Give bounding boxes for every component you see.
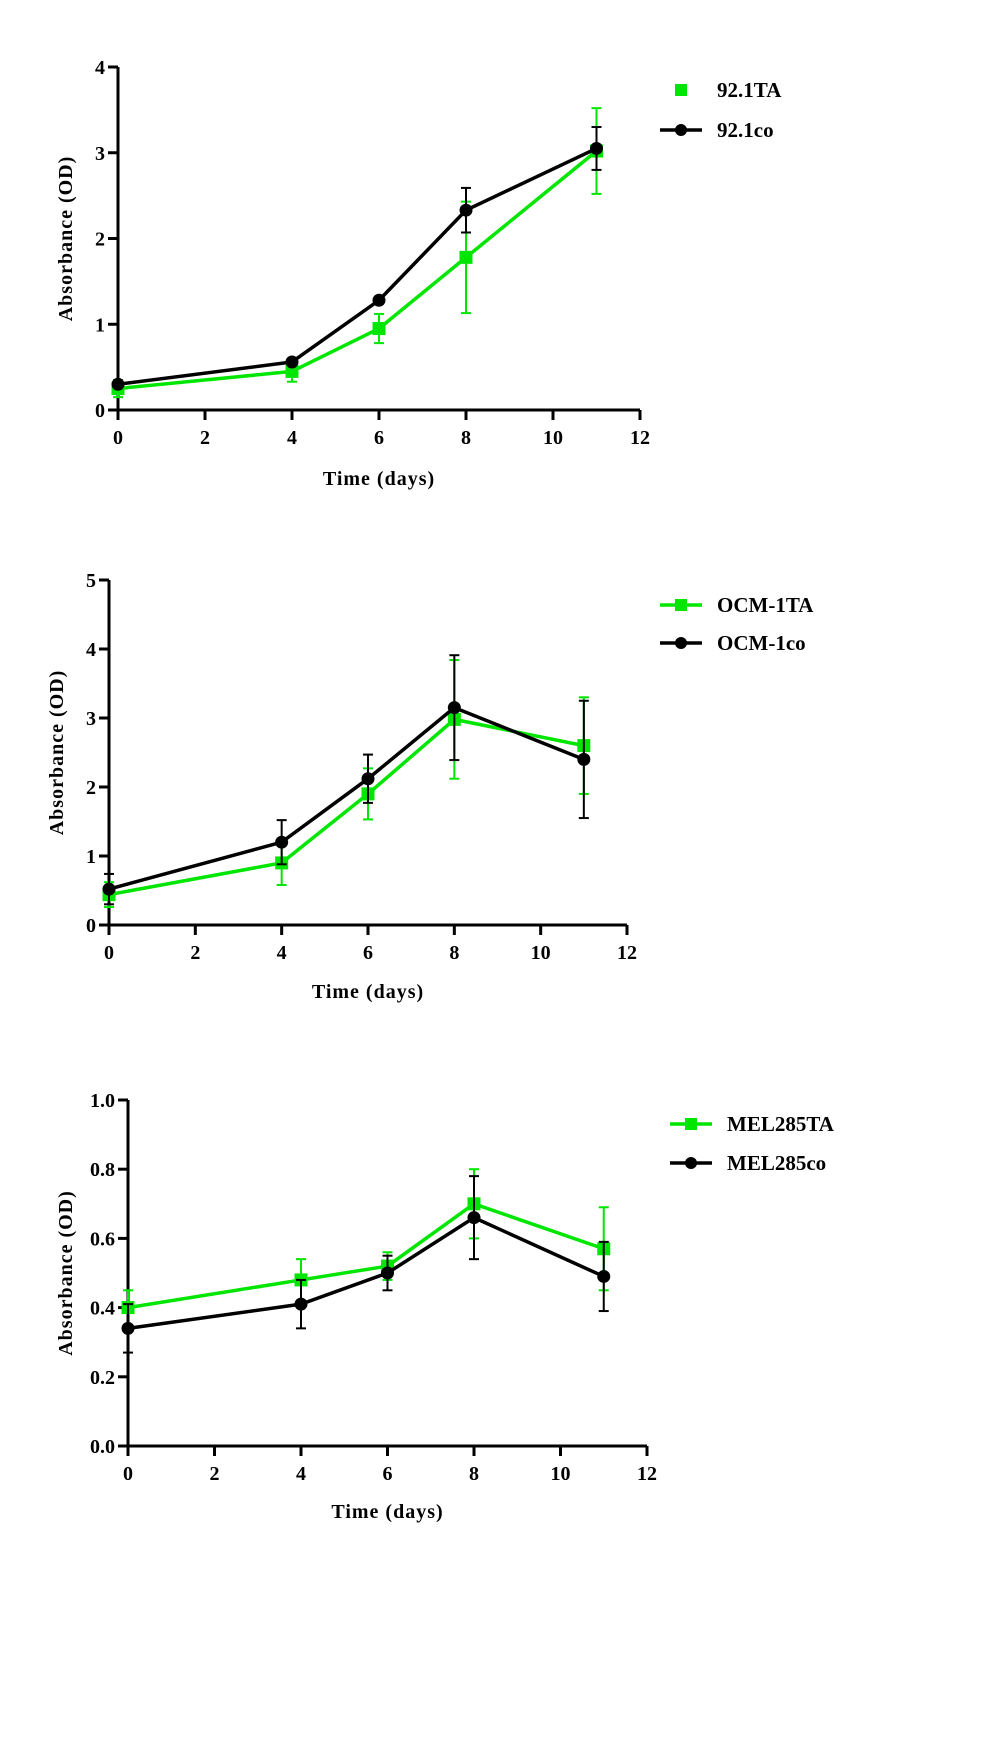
data-point-circle <box>447 701 461 715</box>
legend-square-marker <box>675 599 687 611</box>
x-tick-label: 2 <box>200 427 210 449</box>
x-tick-label: 12 <box>630 427 650 449</box>
x-tick-label: 4 <box>296 1463 306 1485</box>
x-tick-label: 0 <box>123 1463 133 1485</box>
legend-label: OCM-1co <box>717 631 806 655</box>
x-tick-label: 8 <box>461 427 471 449</box>
y-tick-label: 1.0 <box>90 1090 115 1112</box>
legend-label: 92.1TA <box>717 78 782 102</box>
series-92.1co <box>111 126 603 391</box>
data-point-circle <box>102 882 116 896</box>
data-point-circle <box>294 1297 308 1311</box>
y-axis-title: Absorbance (OD) <box>55 1190 77 1356</box>
legend-square-marker <box>685 1118 697 1130</box>
x-tick-label: 10 <box>543 427 563 449</box>
data-point-circle <box>590 141 603 155</box>
data-point-circle <box>372 293 386 307</box>
x-tick-label: 10 <box>551 1463 571 1485</box>
x-tick-label: 0 <box>113 427 123 449</box>
y-tick-label: 4 <box>86 639 96 661</box>
series-MEL285co <box>121 1175 611 1354</box>
y-tick-label: 2 <box>95 229 105 251</box>
data-point-circle <box>467 1211 481 1225</box>
x-tick-label: 0 <box>104 942 114 964</box>
chart-panel-3: 0 2 4 6 8 10 12 0.0 0.2 0.4 0.6 0.8 1.0 Time (days) Ab… <box>55 1090 835 1523</box>
y-axis-title: Absorbance (OD) <box>46 670 68 836</box>
legend-entry: OCM-1co <box>660 631 806 655</box>
data-point-circle <box>111 377 125 391</box>
legend-circle-marker <box>675 124 687 136</box>
x-tick-label: 6 <box>363 942 373 964</box>
legend-entry: 92.1TA <box>675 78 782 102</box>
y-tick-label: 1 <box>95 314 105 336</box>
data-point-circle <box>361 772 375 786</box>
x-tick-label: 8 <box>449 942 459 964</box>
series-OCM-1co <box>102 654 591 906</box>
x-tick-label: 2 <box>210 1463 220 1485</box>
y-tick-label: 0.8 <box>90 1159 115 1181</box>
data-point-square <box>372 322 386 336</box>
legend-entry: MEL285co <box>670 1151 826 1175</box>
legend-square-marker <box>675 84 687 96</box>
legend-label: MEL285TA <box>727 1112 835 1136</box>
data-point-square <box>459 250 473 264</box>
data-point-circle <box>577 752 591 766</box>
data-point-circle <box>121 1321 135 1335</box>
x-tick-label: 4 <box>287 427 297 449</box>
legend-entry: OCM-1TA <box>660 593 814 617</box>
data-point-square <box>285 364 299 378</box>
legend-label: OCM-1TA <box>717 593 814 617</box>
x-axis-title: Time (days) <box>312 981 424 1003</box>
y-tick-label: 0.6 <box>90 1228 115 1250</box>
series-line <box>117 146 598 387</box>
y-tick-label: 0 <box>95 400 105 422</box>
y-axis-title: Absorbance (OD) <box>55 156 77 322</box>
y-tick-label: 0.4 <box>90 1298 115 1320</box>
legend-entry: 92.1co <box>660 118 774 142</box>
data-point-circle <box>285 355 299 369</box>
y-tick-label: 2 <box>86 777 96 799</box>
series-line <box>108 705 585 891</box>
y-tick-label: 0.2 <box>90 1367 115 1389</box>
data-point-circle <box>275 835 289 849</box>
data-point-circle <box>381 1266 394 1280</box>
x-tick-label: 6 <box>374 427 384 449</box>
x-tick-label: 12 <box>617 942 637 964</box>
legend-label: 92.1co <box>717 118 774 142</box>
legend-circle-marker <box>675 637 687 649</box>
x-axis-title: Time (days) <box>331 1501 443 1523</box>
x-tick-label: 12 <box>637 1463 657 1485</box>
series-line <box>117 149 598 391</box>
y-tick-label: 3 <box>86 708 96 730</box>
legend-label: MEL285co <box>727 1151 826 1175</box>
legend-entry: MEL285TA <box>670 1112 835 1136</box>
y-tick-label: 1 <box>86 846 96 868</box>
y-tick-label: 3 <box>95 143 105 165</box>
x-tick-label: 6 <box>383 1463 393 1485</box>
y-tick-label: 5 <box>86 570 96 592</box>
data-point-circle <box>459 203 473 217</box>
series-line <box>127 1215 605 1331</box>
y-tick-label: 0 <box>86 915 96 937</box>
series-line <box>127 1201 605 1310</box>
legend-circle-marker <box>685 1157 697 1169</box>
series-92.1TA <box>111 107 603 399</box>
y-tick-label: 4 <box>95 57 105 79</box>
x-tick-label: 10 <box>531 942 551 964</box>
x-tick-label: 8 <box>469 1463 479 1485</box>
x-tick-label: 4 <box>277 942 287 964</box>
data-point-circle <box>597 1269 611 1283</box>
x-tick-label: 2 <box>190 942 200 964</box>
y-tick-label: 0.0 <box>90 1436 115 1458</box>
x-axis-title: Time (days) <box>323 468 435 490</box>
